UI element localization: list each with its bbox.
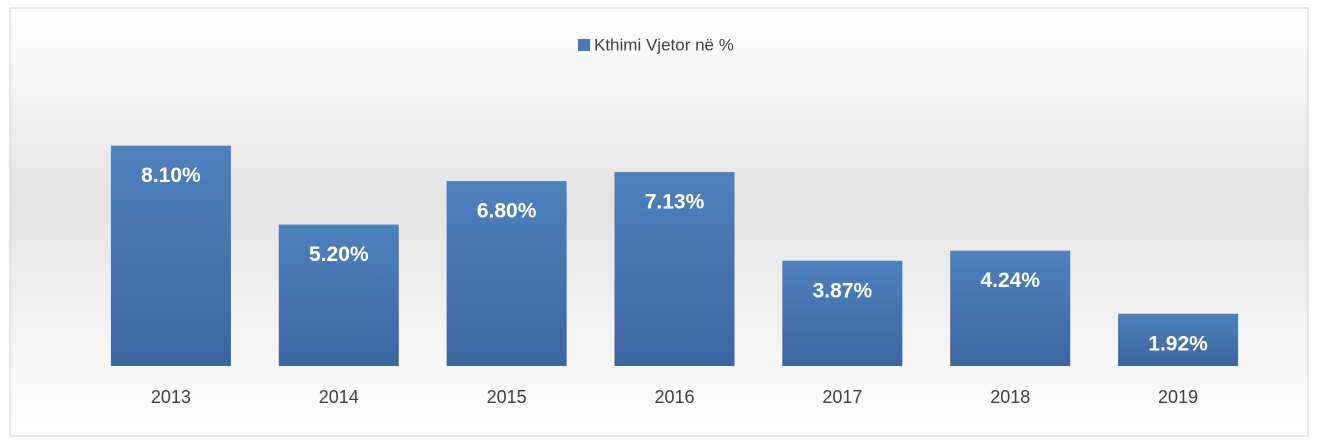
data-label: 3.87% bbox=[813, 279, 873, 302]
plot: Kthimi Vjetor në % 2013 2014 2015 2016 2017 20… bbox=[110, 35, 1239, 407]
data-label: 4.24% bbox=[980, 269, 1040, 292]
bar bbox=[278, 224, 399, 366]
bar bbox=[782, 260, 903, 366]
x-tick-label: 2016 bbox=[654, 387, 694, 407]
x-tick-label: 2015 bbox=[487, 387, 527, 407]
bar bbox=[446, 181, 567, 366]
bar bbox=[110, 145, 231, 366]
data-label: 1.92% bbox=[1148, 332, 1208, 355]
bar bbox=[950, 250, 1071, 366]
legend-swatch bbox=[578, 39, 590, 51]
data-label: 7.13% bbox=[645, 191, 705, 214]
data-label: 8.10% bbox=[141, 164, 201, 187]
bar bbox=[1118, 313, 1239, 366]
bar bbox=[614, 172, 735, 366]
x-tick-label: 2013 bbox=[151, 387, 191, 407]
x-tick-label: 2019 bbox=[1158, 387, 1198, 407]
x-tick-label: 2018 bbox=[990, 387, 1030, 407]
legend-label: Kthimi Vjetor në % bbox=[594, 35, 734, 54]
x-tick-label: 2017 bbox=[822, 387, 862, 407]
data-label: 5.20% bbox=[309, 243, 369, 266]
x-tick-label: 2014 bbox=[319, 387, 359, 407]
data-label: 6.80% bbox=[477, 200, 537, 223]
